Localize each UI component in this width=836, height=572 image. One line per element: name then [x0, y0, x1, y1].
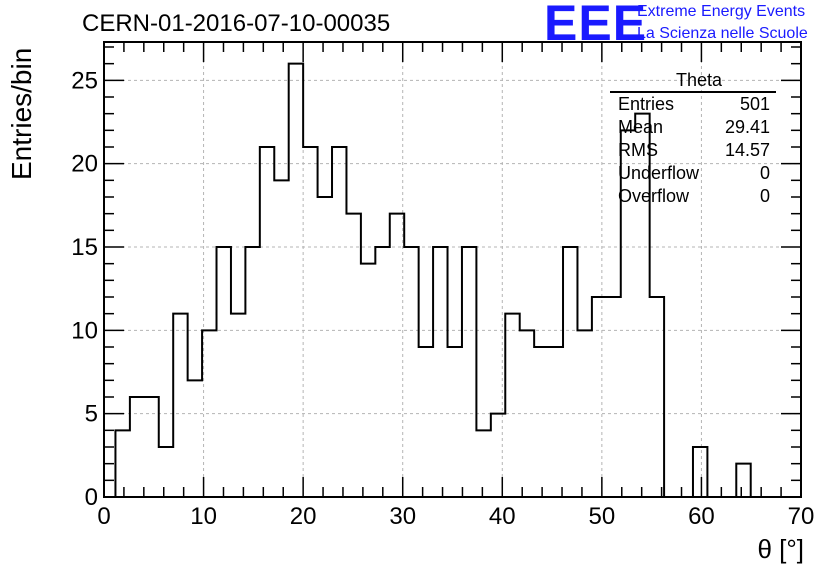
x-axis-label: θ [°] [757, 534, 804, 564]
histogram-bin [260, 147, 274, 497]
histogram-bin [159, 447, 173, 497]
histogram-bin [577, 330, 591, 497]
histogram-bin [245, 247, 259, 497]
stats-title: Theta [610, 70, 776, 93]
stats-label: Underflow [618, 163, 700, 183]
histogram-bin [361, 264, 375, 497]
x-tick-label: 60 [688, 503, 715, 530]
x-tick-label: 20 [290, 503, 317, 530]
histogram-bin [332, 147, 346, 497]
stats-label: Mean [618, 117, 664, 137]
x-tick-label: 50 [589, 503, 616, 530]
stats-row-overflow: Overflow 0 [610, 185, 776, 208]
histogram-bin [130, 397, 144, 497]
axis-ticks [103, 42, 802, 498]
histogram-bin [346, 214, 360, 497]
histogram-bin [606, 297, 620, 497]
histogram-bin [520, 330, 534, 497]
stats-label: Overflow [618, 186, 690, 206]
logo-line-2: La Scienza nelle Scuole [637, 25, 808, 42]
histogram-bin [115, 430, 129, 497]
stats-value: 501 [739, 94, 770, 114]
histogram-bin [476, 430, 490, 497]
y-tick-label: 0 [85, 484, 98, 511]
histogram-bin [491, 414, 505, 497]
stats-row-entries: Entries 501 [610, 93, 776, 116]
x-tick-label: 0 [97, 503, 110, 530]
y-tick-label: 15 [71, 234, 98, 261]
histogram-step-line [114, 62, 766, 498]
histogram-bin [433, 247, 447, 497]
y-axis-label: Entries/bin [6, 47, 37, 180]
histogram-bin [650, 297, 664, 497]
x-tick-label: 40 [489, 503, 516, 530]
histogram-bin [188, 380, 202, 497]
logo-line-1: Extreme Energy Events [637, 3, 806, 20]
histogram-bin [390, 214, 404, 497]
histogram-bin [274, 180, 288, 497]
grid-lines [104, 42, 801, 497]
stats-label: Entries [618, 94, 675, 114]
chart-title: CERN-01-2016-07-10-00035 [82, 10, 391, 37]
stats-value: 0 [759, 163, 770, 183]
histogram-bin [289, 64, 303, 497]
histogram-bin [173, 314, 187, 497]
histogram-bin [592, 297, 606, 497]
x-tick-label: 30 [389, 503, 416, 530]
histogram-bin [303, 147, 317, 497]
stats-box: Theta Entries 501 Mean 29.41 RMS 14.57 U… [610, 70, 776, 208]
stats-row-mean: Mean 29.41 [610, 116, 776, 139]
x-tick-label: 70 [788, 503, 815, 530]
plot-frame [103, 41, 802, 498]
y-tick-label: 25 [71, 67, 98, 94]
histogram-bin [144, 397, 158, 497]
stats-label: RMS [618, 140, 658, 160]
x-tick-labels: 0 10 20 30 40 50 60 70 [97, 503, 814, 530]
histogram-bin [563, 247, 577, 497]
histogram-bin [231, 314, 245, 497]
histogram-bin [448, 347, 462, 497]
eee-logo: EEE [544, 0, 648, 51]
y-tick-labels: 0 5 10 15 20 25 [71, 67, 98, 511]
histogram-bin [404, 247, 418, 497]
y-tick-label: 5 [85, 401, 98, 428]
x-tick-label: 10 [190, 503, 217, 530]
histogram-bin [534, 347, 548, 497]
stats-value: 0 [759, 186, 770, 206]
stats-value: 14.57 [724, 140, 770, 160]
histogram-bin [217, 247, 231, 497]
histogram-bin [318, 197, 332, 497]
histogram-bin [693, 447, 707, 497]
stats-value: 29.41 [724, 117, 770, 137]
histogram-bin [375, 247, 389, 497]
stats-row-underflow: Underflow 0 [610, 162, 776, 185]
histogram-bin [462, 247, 476, 497]
y-tick-label: 10 [71, 317, 98, 344]
histogram-bin [202, 330, 216, 497]
y-tick-label: 20 [71, 151, 98, 178]
stats-row-rms: RMS 14.57 [610, 139, 776, 162]
histogram-bin [736, 464, 750, 497]
histogram-bin [505, 314, 519, 497]
histogram-bin [419, 347, 433, 497]
histogram-bin [549, 347, 563, 497]
